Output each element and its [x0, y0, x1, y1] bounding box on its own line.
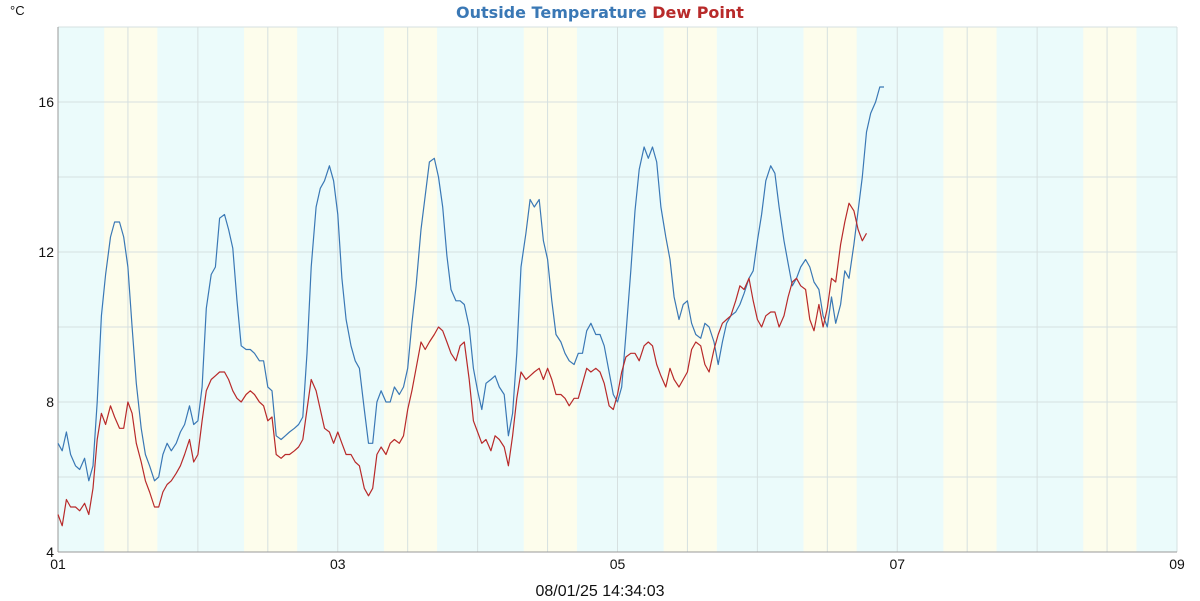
daylight-band [383, 27, 438, 552]
timestamp: 08/01/25 14:34:03 [535, 583, 665, 600]
legend-dew-point: Dew Point [652, 3, 744, 22]
series-line-dew-point [57, 202, 868, 527]
axes: 4 8 12 16 01 03 05 07 09 [38, 27, 1185, 572]
series-lines [57, 86, 884, 527]
series-line-outside-temperature [57, 86, 884, 482]
y-unit-label: °C [10, 3, 25, 18]
daylight-band [104, 27, 158, 552]
x-tick-label: 05 [610, 556, 626, 572]
daylight-band [943, 27, 997, 552]
x-tick-label: 01 [50, 556, 66, 572]
daylight-band [244, 27, 298, 552]
x-tick-label: 03 [330, 556, 346, 572]
chart-title: Outside Temperature Dew Point [0, 3, 1200, 22]
y-tick-label: 16 [38, 94, 54, 110]
y-tick-label: 4 [46, 544, 54, 560]
daylight-band [663, 27, 717, 552]
x-tick-label: 07 [889, 556, 905, 572]
legend-outside-temperature: Outside Temperature [456, 3, 647, 22]
x-tick-label: 09 [1169, 556, 1185, 572]
daylight-band [1083, 27, 1137, 552]
y-tick-label: 12 [38, 244, 54, 260]
y-tick-label: 8 [46, 394, 54, 410]
